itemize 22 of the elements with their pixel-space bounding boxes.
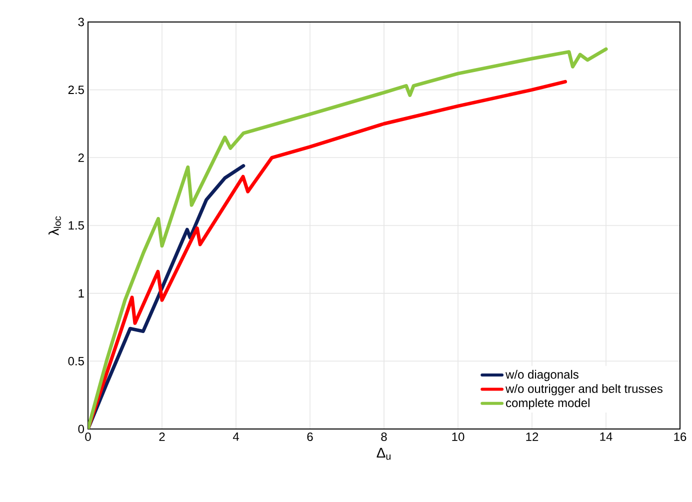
legend-label: w/o outrigger and belt trusses <box>506 384 662 396</box>
x-tick-label: 16 <box>674 432 686 442</box>
y-axis-title: λ$_{loc}$ <box>48 216 61 236</box>
y-tick-label: 1.5 <box>68 221 84 230</box>
x-tick-label: 14 <box>600 432 612 441</box>
x-tick-label: 0 <box>85 432 91 442</box>
legend-label: complete model <box>506 398 590 410</box>
x-tick-label: 4 <box>232 432 239 441</box>
y-tick-label: 3 <box>78 18 84 26</box>
x-axis-title: Δ$_{u}$ <box>376 448 391 460</box>
x-tick-label: 6 <box>307 432 313 442</box>
y-tick-label: 0.5 <box>68 356 84 366</box>
x-tick-label: 8 <box>381 432 387 442</box>
y-tick-label: 2 <box>78 153 84 162</box>
line-series <box>88 164 246 429</box>
x-tick-label: 2 <box>159 432 165 441</box>
y-tick-label: 2.5 <box>68 86 84 94</box>
y-tick-label: 0 <box>78 424 84 434</box>
y-tick-label: 1 <box>78 289 84 298</box>
x-tick-label: 10 <box>452 432 464 442</box>
x-tick-label: 12 <box>526 432 538 441</box>
legend-label: w/o diagonals <box>506 370 578 382</box>
